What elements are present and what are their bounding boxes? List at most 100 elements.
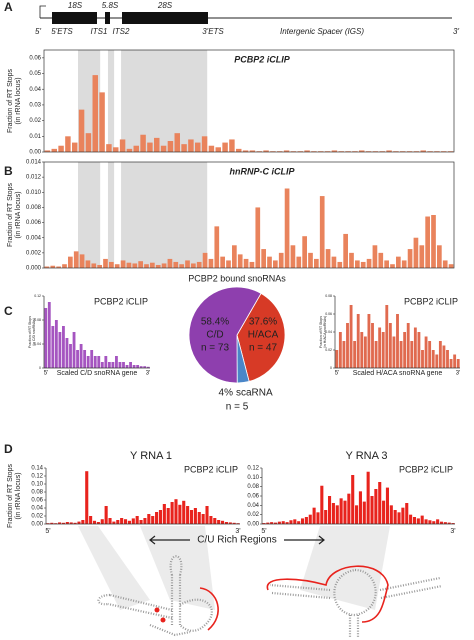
bar [438,341,442,368]
bar [277,151,283,152]
bar [224,522,228,524]
bar [215,147,221,152]
plot-frame [43,161,455,269]
y-tick-label: 0.08 [325,294,332,298]
bar [151,516,155,524]
bar [76,350,79,368]
bar [229,139,235,152]
stem [107,593,173,620]
bar [365,151,372,152]
y-tick-label: 0.08 [31,490,43,496]
pie-label: H/ACA [248,330,279,341]
bar [366,258,372,268]
bar [273,260,278,268]
bar [205,506,209,524]
bar [222,142,228,152]
bar [413,327,417,368]
bar [173,261,179,268]
bar [401,260,407,268]
bar [58,522,62,524]
bar [127,520,131,524]
chart-title: Y RNA 1 [130,450,172,462]
bar [58,145,64,152]
bar [325,249,331,268]
bar [399,341,403,368]
bar [300,518,305,524]
y-tick-label: 0.000 [26,266,42,272]
bar [132,365,136,368]
bar [270,151,276,152]
bar [72,332,76,368]
bar [208,258,214,268]
bar [54,523,58,524]
bar [90,350,94,368]
bar [320,485,324,524]
bar [424,336,428,368]
bar [182,500,186,524]
bar [314,258,319,268]
y-tick-label: 0.12 [31,474,43,480]
bar [122,362,125,368]
bar [413,237,419,268]
bar [68,256,73,268]
y-tick-label: 0.004 [26,235,42,241]
bar [50,265,56,268]
y-tick-label: 0.03 [29,103,41,109]
bar [236,523,240,524]
bar [185,260,190,268]
pie-label: scaRNA [236,388,273,399]
bar [349,305,353,368]
bar [343,500,347,524]
bar [266,522,270,524]
bar [409,514,413,524]
y-axis-label: (in rRNA locus) [15,191,22,238]
projection [78,526,150,610]
axes [334,296,460,369]
y-tick-label: 0.01 [29,134,41,140]
bar [126,262,132,268]
bar [228,522,232,524]
bar [389,505,393,524]
y-tick-label: 0.04 [325,330,332,334]
bar [293,519,297,524]
bar [135,516,139,524]
bar [393,510,397,524]
rna-structure [97,555,443,638]
axes [45,468,240,525]
stem [379,576,443,600]
bar [104,506,108,524]
bar [249,261,255,268]
region-shade [107,162,115,268]
bar [443,522,447,524]
bar [91,263,97,268]
bar [424,519,428,524]
y-tick-label: 0.06 [29,55,41,61]
bar [191,263,196,268]
bar [396,314,399,368]
y-tick-label: 0.04 [34,342,41,346]
bar [331,150,338,152]
bar [385,305,389,368]
bar [77,521,81,524]
bar [308,514,312,524]
bar [81,520,85,524]
bar [226,260,231,268]
chart-title: PCBP2 bound snoRNAs [188,273,286,283]
panel-label: B [4,164,13,178]
bar [256,151,262,152]
bar [374,341,378,368]
bar [378,327,382,368]
bar [197,512,201,524]
bar [220,520,225,524]
bar [335,350,339,368]
bar [155,512,159,524]
bar [451,523,455,524]
y-tick-label: 0.02 [247,512,259,518]
bar [441,151,447,152]
bar [44,150,51,152]
stem [348,615,360,638]
bar [442,345,446,368]
bar [178,504,182,524]
bar [119,139,126,152]
y-tick-label: 0.05 [29,71,41,77]
